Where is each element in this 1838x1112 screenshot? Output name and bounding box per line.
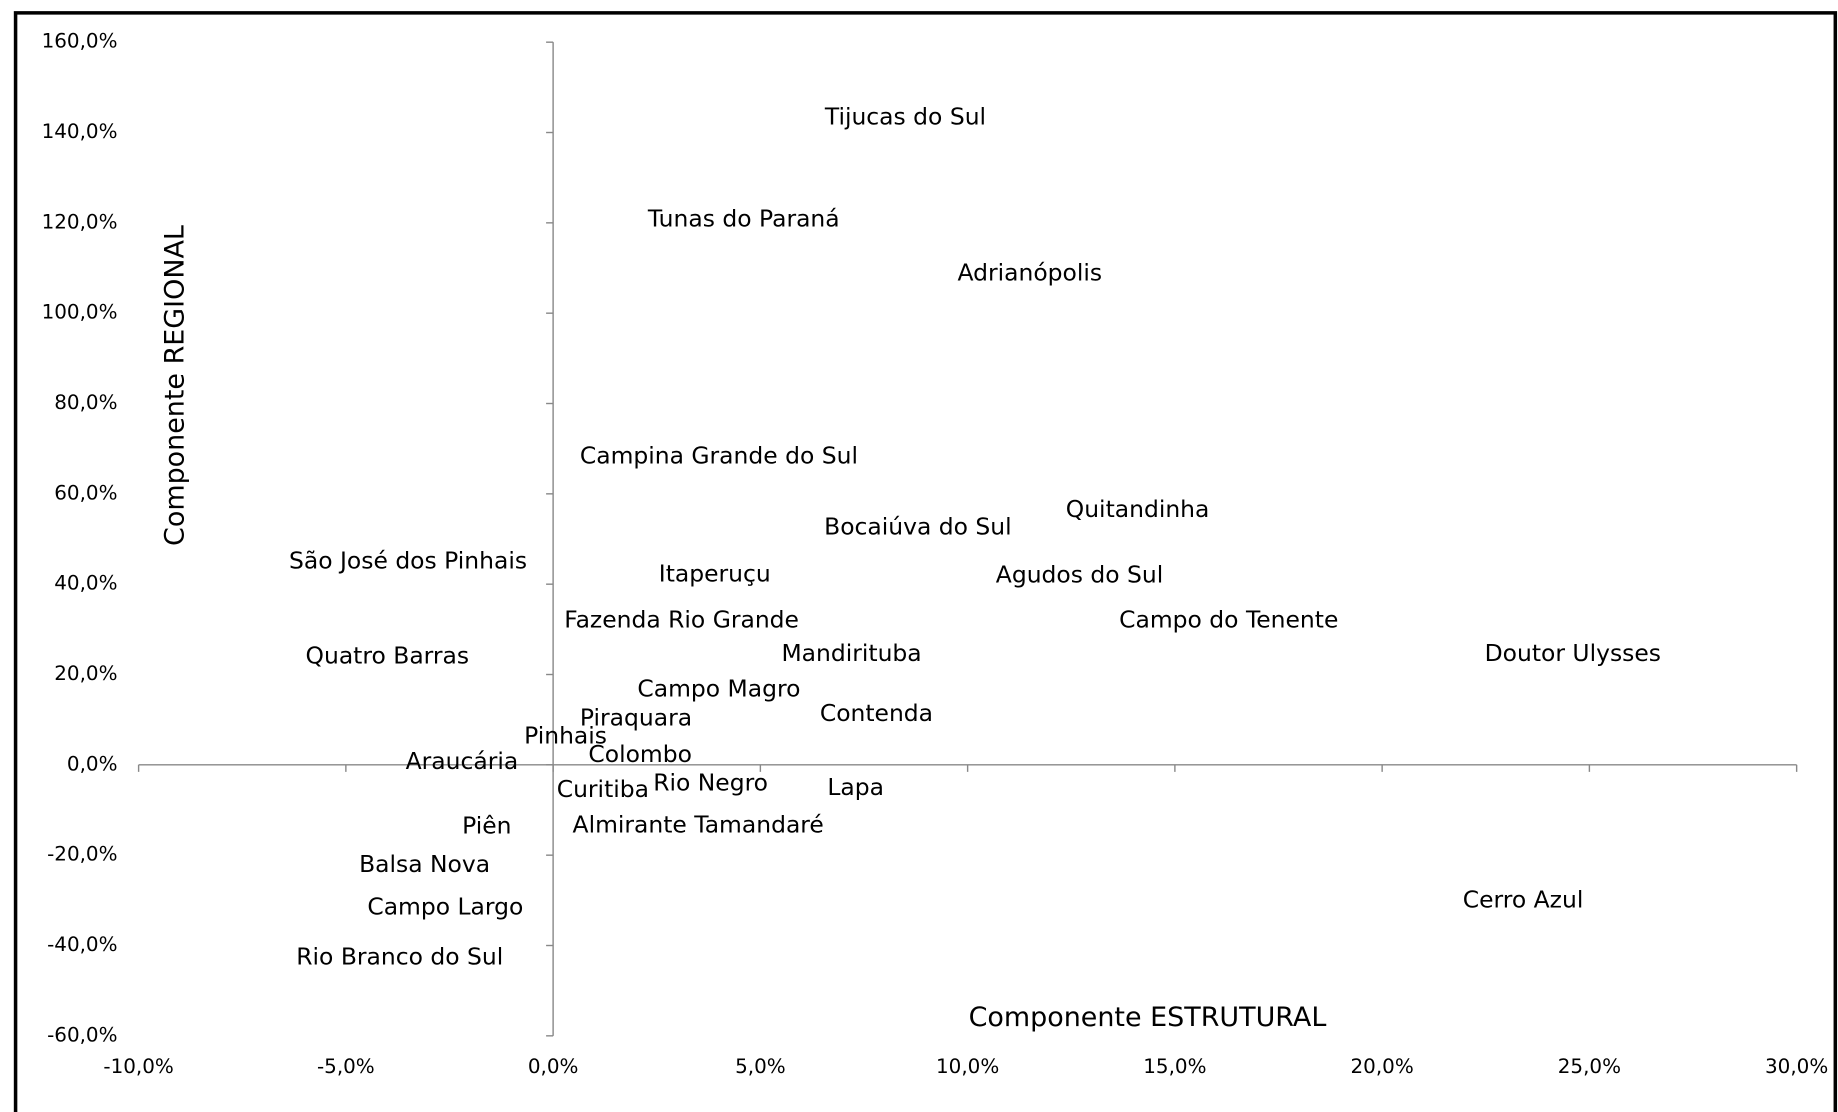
data-label: Piên xyxy=(462,812,511,840)
data-label: Adrianópolis xyxy=(958,258,1103,286)
data-label: Campina Grande do Sul xyxy=(580,441,858,469)
data-label: Bocaiúva do Sul xyxy=(824,513,1012,541)
data-label: Campo Magro xyxy=(637,674,800,702)
data-label: Campo do Tenente xyxy=(1119,605,1338,633)
y-tick-label: 0,0% xyxy=(67,752,118,775)
x-tick-label: 0,0% xyxy=(528,1055,579,1078)
data-label: Lapa xyxy=(827,773,884,801)
data-label: Mandirituba xyxy=(781,639,921,667)
data-label: Doutor Ulysses xyxy=(1485,639,1661,667)
y-tick-label: 40,0% xyxy=(54,572,117,595)
x-tick-label: 10,0% xyxy=(936,1055,999,1078)
y-tick-label: 160,0% xyxy=(42,30,118,53)
frame xyxy=(13,11,1838,1112)
data-label: Contenda xyxy=(820,699,933,727)
x-tick-label: 20,0% xyxy=(1351,1055,1414,1078)
x-tick-label: -5,0% xyxy=(317,1055,375,1078)
y-tick-label: 20,0% xyxy=(54,662,117,685)
data-label: Tijucas do Sul xyxy=(824,103,986,131)
data-label: Itaperuçu xyxy=(659,560,771,588)
y-tick-label: 80,0% xyxy=(54,391,117,414)
x-tick-label: 25,0% xyxy=(1558,1055,1621,1078)
data-label: Araucária xyxy=(406,747,519,775)
data-label: Curitiba xyxy=(557,775,649,803)
y-tick-label: -20,0% xyxy=(47,843,117,866)
y-axis-label: Componente REGIONAL xyxy=(160,225,191,546)
data-label: Cerro Azul xyxy=(1463,885,1584,913)
data-label: Tunas do Paraná xyxy=(647,205,840,233)
x-tick-label: 5,0% xyxy=(735,1055,786,1078)
data-label: São José dos Pinhais xyxy=(289,547,527,575)
y-tick-label: 100,0% xyxy=(42,301,118,324)
x-tick-label: 30,0% xyxy=(1765,1055,1828,1078)
data-label: Quitandinha xyxy=(1066,495,1210,523)
y-tick-label: 120,0% xyxy=(42,210,118,233)
data-label: Colombo xyxy=(588,740,692,768)
x-tick-label: 15,0% xyxy=(1143,1055,1206,1078)
y-tick-label: -60,0% xyxy=(47,1023,117,1046)
data-label: Piraquara xyxy=(580,704,692,732)
data-label: Rio Branco do Sul xyxy=(296,943,503,971)
data-label: Quatro Barras xyxy=(306,641,470,669)
x-axis-label: Componente ESTRUTURAL xyxy=(969,1002,1327,1033)
data-label: Almirante Tamandaré xyxy=(573,810,824,838)
x-tick-label: -10,0% xyxy=(103,1055,173,1078)
data-label: Pinhais xyxy=(524,721,607,749)
y-tick-label: 140,0% xyxy=(42,120,118,143)
data-label: Fazenda Rio Grande xyxy=(564,605,799,633)
y-tick-label: -40,0% xyxy=(47,933,117,956)
data-label: Agudos do Sul xyxy=(996,561,1163,589)
data-label: Rio Negro xyxy=(653,768,768,796)
data-label: Balsa Nova xyxy=(359,850,490,878)
data-label: Campo Largo xyxy=(367,893,523,921)
y-tick-label: 60,0% xyxy=(54,481,117,504)
